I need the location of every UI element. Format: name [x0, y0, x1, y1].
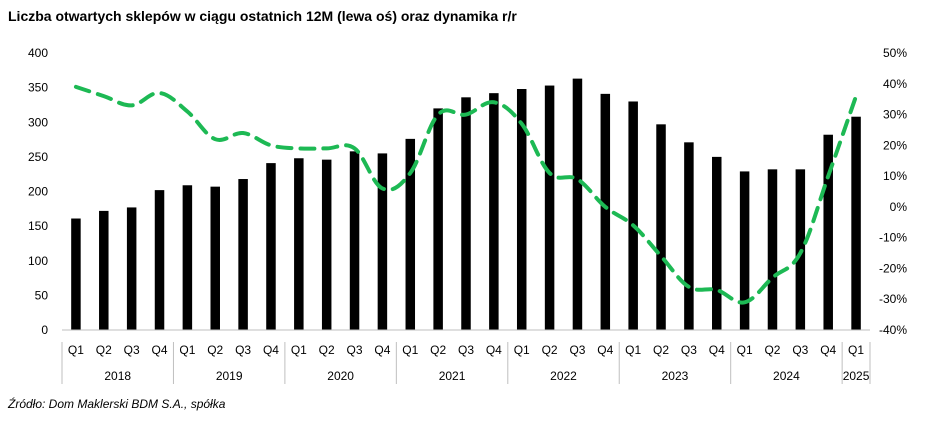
- x-tick-label: Q4: [820, 343, 836, 357]
- bar: [767, 169, 778, 330]
- x-tick-label: Q3: [347, 343, 363, 357]
- bar: [656, 124, 666, 330]
- year-label: 2022: [550, 369, 577, 383]
- y-left-tick-label: 150: [28, 219, 48, 233]
- bar: [99, 210, 109, 330]
- y-left-tick-label: 300: [28, 115, 48, 129]
- bar: [600, 93, 611, 330]
- x-tick-label: Q4: [709, 343, 725, 357]
- bar: [851, 116, 861, 331]
- y-left-tick-label: 50: [35, 288, 49, 302]
- chart-title: Liczba otwartych sklepów w ciągu ostatni…: [8, 8, 517, 24]
- x-tick-label: Q2: [96, 343, 112, 357]
- y-right-tick-label: 30%: [883, 108, 907, 122]
- bar: [349, 151, 360, 330]
- x-tick-label: Q1: [68, 343, 84, 357]
- bar: [266, 163, 276, 330]
- x-tick-label: Q1: [514, 343, 530, 357]
- x-tick-label: Q4: [263, 343, 279, 357]
- y-right-tick-label: 20%: [883, 138, 907, 152]
- bar: [461, 97, 471, 330]
- bar: [712, 156, 722, 331]
- x-tick-label: Q1: [291, 343, 307, 357]
- y-right-tick-label: -40%: [879, 323, 907, 337]
- x-tick-label: Q3: [681, 343, 697, 357]
- bar: [516, 89, 527, 330]
- y-left-tick-label: 0: [41, 323, 48, 337]
- x-tick-label: Q1: [848, 343, 864, 357]
- x-tick-label: Q1: [179, 343, 195, 357]
- x-tick-label: Q4: [374, 343, 390, 357]
- bar: [126, 207, 137, 330]
- y-left-tick-label: 400: [28, 46, 48, 60]
- bar: [739, 171, 750, 330]
- bar: [823, 134, 833, 330]
- x-tick-label: Q3: [792, 343, 808, 357]
- x-tick-label: Q2: [319, 343, 335, 357]
- y-right-tick-label: 0%: [890, 200, 908, 214]
- bar: [294, 158, 304, 330]
- y-left-tick-label: 350: [28, 81, 48, 95]
- bar: [628, 101, 638, 330]
- x-tick-label: Q2: [542, 343, 558, 357]
- x-tick-label: Q4: [152, 343, 168, 357]
- bar: [572, 78, 583, 331]
- y-right-tick-label: -30%: [879, 292, 907, 306]
- x-tick-label: Q3: [458, 343, 474, 357]
- bar: [238, 179, 248, 330]
- x-tick-label: Q1: [625, 343, 641, 357]
- bar: [544, 85, 555, 330]
- dynamics-line: [73, 84, 859, 305]
- y-right-tick-label: 50%: [883, 46, 907, 60]
- x-tick-label: Q4: [597, 343, 613, 357]
- year-label: 2025: [843, 369, 870, 383]
- year-label: 2021: [439, 369, 466, 383]
- x-tick-label: Q1: [402, 343, 418, 357]
- x-tick-label: Q1: [737, 343, 753, 357]
- x-tick-label: Q3: [124, 343, 140, 357]
- year-label: 2018: [104, 369, 131, 383]
- y-left-tick-label: 100: [28, 254, 48, 268]
- bar: [405, 138, 416, 330]
- year-label: 2023: [662, 369, 689, 383]
- x-tick-label: Q2: [430, 343, 446, 357]
- x-tick-label: Q3: [569, 343, 585, 357]
- bar: [433, 108, 443, 331]
- bar: [210, 186, 220, 330]
- x-tick-label: Q2: [207, 343, 223, 357]
- y-right-tick-label: 40%: [883, 77, 907, 91]
- bar: [321, 159, 332, 330]
- x-tick-label: Q2: [764, 343, 780, 357]
- x-tick-label: Q4: [486, 343, 502, 357]
- bar: [377, 153, 388, 330]
- x-tick-label: Q3: [235, 343, 251, 357]
- bar: [489, 93, 499, 330]
- year-label: 2020: [327, 369, 354, 383]
- y-right-tick-label: 10%: [883, 169, 907, 183]
- year-label: 2024: [773, 369, 800, 383]
- y-left-tick-label: 250: [28, 150, 48, 164]
- bar: [71, 218, 81, 330]
- source-note: Źródło: Dom Maklerski BDM S.A., spółka: [8, 397, 226, 411]
- y-right-tick-label: -10%: [879, 231, 907, 245]
- bar: [154, 190, 165, 330]
- bar: [182, 185, 193, 330]
- year-label: 2019: [216, 369, 243, 383]
- y-left-tick-label: 200: [28, 185, 48, 199]
- x-tick-label: Q2: [653, 343, 669, 357]
- bar: [684, 142, 694, 330]
- y-right-tick-label: -20%: [879, 261, 907, 275]
